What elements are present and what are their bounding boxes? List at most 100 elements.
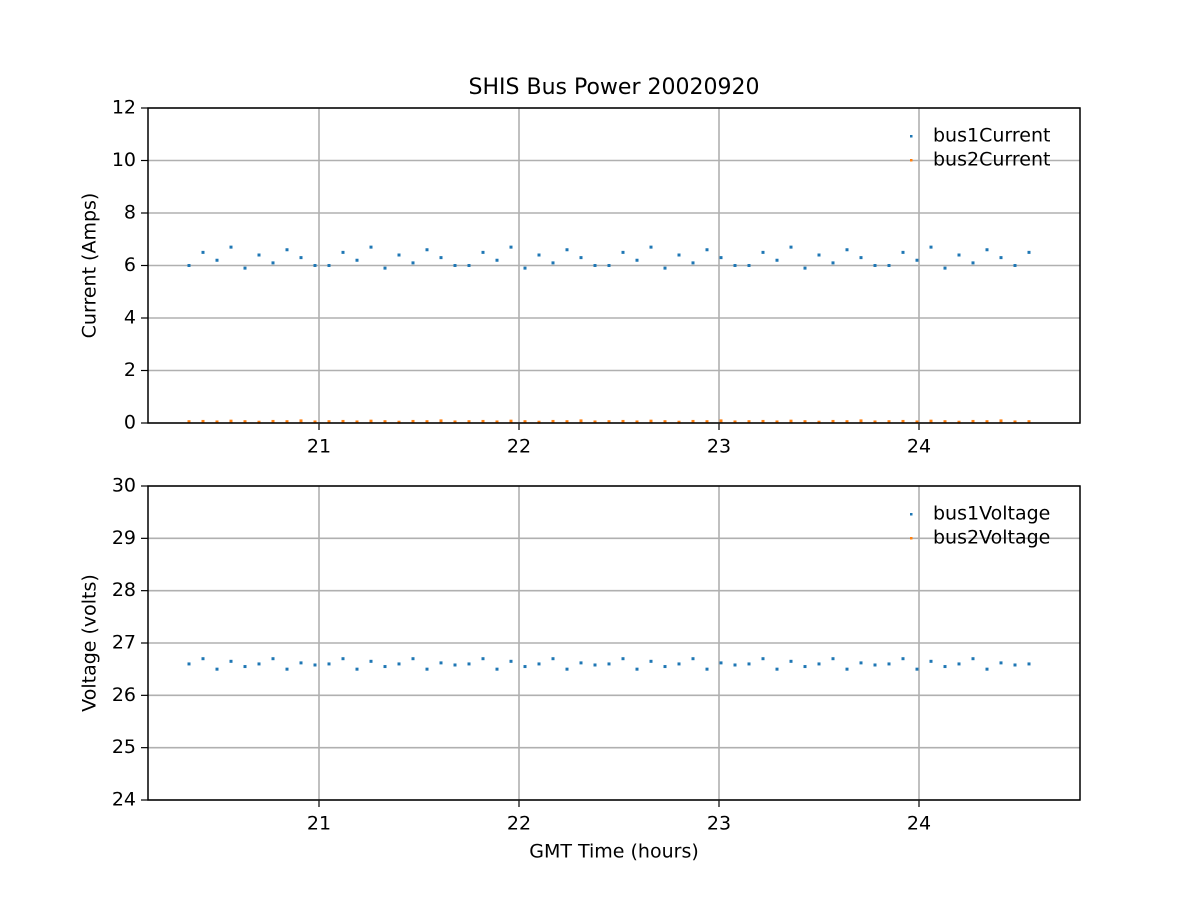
point xyxy=(691,261,695,265)
chart-title: SHIS Bus Power 20020920 xyxy=(469,75,760,100)
point xyxy=(929,419,933,423)
point xyxy=(523,266,527,270)
point xyxy=(719,419,723,423)
point xyxy=(677,662,681,666)
point xyxy=(341,419,345,423)
point xyxy=(845,420,849,424)
y-tick-label: 26 xyxy=(112,684,136,706)
legend-marker xyxy=(910,135,913,138)
point xyxy=(1013,663,1017,667)
point xyxy=(551,261,555,265)
point xyxy=(397,662,401,666)
x-axis-label: GMT Time (hours) xyxy=(529,841,699,863)
y-tick-label: 24 xyxy=(112,789,136,811)
point xyxy=(803,420,807,424)
point xyxy=(817,662,821,666)
point xyxy=(719,256,723,260)
point xyxy=(621,250,625,254)
point xyxy=(523,665,527,669)
legend-label: bus1Current xyxy=(933,125,1050,147)
legend-marker xyxy=(910,159,913,162)
point xyxy=(593,663,597,667)
point xyxy=(537,253,541,257)
point xyxy=(201,657,205,661)
point xyxy=(593,420,597,424)
y-axis-label: Voltage (volts) xyxy=(79,574,101,712)
point xyxy=(229,659,233,663)
legend-label: bus2Voltage xyxy=(933,527,1050,549)
point xyxy=(341,250,345,254)
point xyxy=(747,662,751,666)
point xyxy=(789,419,793,423)
y-tick-label: 29 xyxy=(112,527,136,549)
point xyxy=(467,420,471,424)
point xyxy=(705,420,709,424)
point xyxy=(957,420,961,424)
point xyxy=(999,661,1003,665)
point xyxy=(1027,420,1031,424)
point xyxy=(705,248,709,252)
point xyxy=(957,662,961,666)
point xyxy=(985,667,989,671)
point xyxy=(327,264,331,267)
x-tick-label: 24 xyxy=(907,436,931,458)
point xyxy=(425,667,429,671)
legend-marker xyxy=(910,513,913,516)
point xyxy=(733,663,737,667)
point xyxy=(313,264,317,267)
y-tick-label: 25 xyxy=(112,736,136,758)
point xyxy=(677,253,681,257)
point xyxy=(523,420,527,424)
point xyxy=(215,258,219,262)
point xyxy=(551,419,555,423)
point xyxy=(257,420,261,424)
point xyxy=(943,665,947,669)
x-tick-label: 24 xyxy=(907,813,931,835)
point xyxy=(915,667,919,671)
point xyxy=(481,657,485,661)
point xyxy=(761,419,765,423)
point xyxy=(201,419,205,423)
point xyxy=(299,419,303,423)
point xyxy=(649,419,653,423)
point xyxy=(831,261,835,265)
point xyxy=(789,659,793,663)
point xyxy=(943,420,947,424)
point xyxy=(1013,264,1017,267)
point xyxy=(453,264,457,267)
point xyxy=(943,266,947,270)
point xyxy=(971,419,975,423)
point xyxy=(271,261,275,265)
point xyxy=(635,667,639,671)
point xyxy=(369,245,373,249)
point xyxy=(901,250,905,254)
point xyxy=(761,250,765,254)
point xyxy=(565,248,569,252)
point xyxy=(411,657,415,661)
point xyxy=(817,253,821,257)
point xyxy=(215,667,219,671)
point xyxy=(299,661,303,665)
point xyxy=(901,419,905,423)
point xyxy=(579,419,583,423)
point xyxy=(481,419,485,423)
x-tick-label: 22 xyxy=(507,436,531,458)
point xyxy=(621,419,625,423)
point xyxy=(327,662,331,666)
point xyxy=(845,667,849,671)
point xyxy=(285,420,289,424)
point xyxy=(579,256,583,260)
point xyxy=(187,662,191,666)
point xyxy=(691,657,695,661)
y-axis-label: Current (Amps) xyxy=(79,193,101,339)
point xyxy=(243,665,247,669)
point xyxy=(621,657,625,661)
y-tick-label: 4 xyxy=(124,307,136,329)
point xyxy=(383,665,387,669)
point xyxy=(705,667,709,671)
point xyxy=(1027,250,1031,254)
point xyxy=(817,420,821,424)
point xyxy=(243,266,247,270)
point xyxy=(985,248,989,252)
point xyxy=(509,245,513,249)
